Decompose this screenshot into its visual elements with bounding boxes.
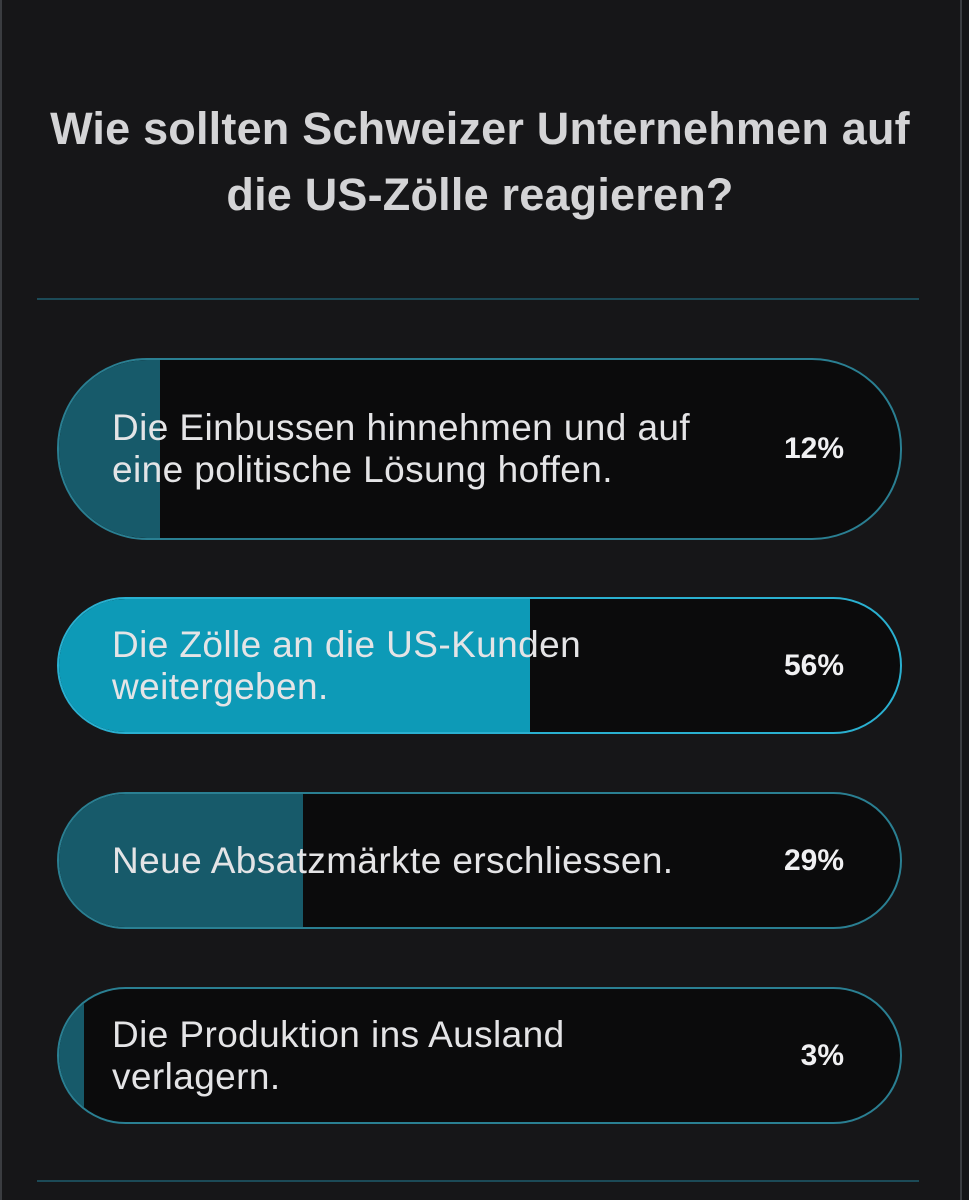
poll-question-line-1: Wie sollten Schweizer Unternehmen auf [50, 103, 910, 154]
option-percent: 29% [783, 843, 844, 877]
poll-option-accept-losses[interactable]: Die Einbussen hinnehmen und auf eine pol… [57, 358, 902, 540]
poll-option-new-markets[interactable]: Neue Absatzmärkte erschliessen. 29% [57, 792, 902, 929]
poll-question: Wie sollten Schweizer Unternehmen auf di… [0, 96, 960, 228]
option-label: Die Produktion ins Ausland verlagern. [112, 1013, 565, 1097]
poll-question-line-2: die US-Zölle reagieren? [226, 169, 734, 220]
result-bar-fill [59, 360, 160, 538]
option-percent: 56% [783, 648, 844, 682]
divider-bottom [37, 1180, 919, 1182]
option-label: Neue Absatzmärkte erschliessen. [112, 839, 674, 881]
option-label: Die Einbussen hinnehmen und auf eine pol… [112, 407, 691, 490]
result-bar-fill [59, 599, 530, 732]
result-bar-fill [59, 989, 85, 1122]
option-label: Die Zölle an die US-Kunden weitergeben. [112, 623, 582, 707]
result-bar-fill [59, 794, 303, 927]
poll-option-relocate-production[interactable]: Die Produktion ins Ausland verlagern. 3% [57, 987, 902, 1124]
option-percent: 3% [800, 1038, 844, 1072]
divider-top [37, 298, 919, 300]
poll-option-pass-on-tariffs[interactable]: Die Zölle an die US-Kunden weitergeben. … [57, 597, 902, 734]
option-percent: 12% [783, 432, 844, 465]
